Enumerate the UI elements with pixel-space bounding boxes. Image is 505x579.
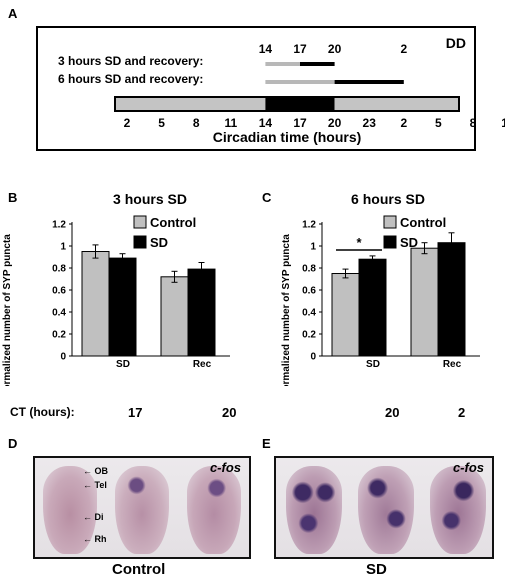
legend-label: SD: [400, 235, 418, 250]
bar-control-rec: [160, 276, 189, 357]
panel-label-b: B: [8, 190, 18, 205]
ct-label: CT (hours):: [10, 405, 75, 419]
stain-label: c-fos: [209, 460, 241, 475]
circadian-bar-outline: [114, 96, 460, 112]
legend-label: Control: [400, 215, 446, 230]
larva-brain: [187, 466, 241, 554]
region-labels: ← OB ← Tel ← Di ← Rh: [83, 464, 108, 546]
region-label-tel: ← Tel: [83, 480, 107, 490]
significance-marker: *: [356, 235, 362, 250]
chart-title: 3 hours SD: [113, 191, 187, 207]
axis-tick-label: 8: [193, 116, 200, 130]
y-tick-label: 0.2: [302, 330, 316, 341]
legend-label: Control: [150, 215, 196, 230]
recovery-period-bar: [334, 80, 404, 84]
larva-brain: [115, 466, 169, 554]
y-axis-label: Normalized number of SYP puncta: [281, 234, 292, 386]
x-category-label: SD: [116, 359, 130, 370]
ct-value: 2: [458, 405, 466, 420]
panel-label-e: E: [262, 436, 271, 451]
legend-swatch: [383, 235, 397, 249]
sd-caption: SD: [366, 561, 387, 578]
larva-brain: [358, 466, 414, 554]
x-category-label: Rec: [193, 359, 212, 370]
larva-brain: [286, 466, 342, 554]
subjective-day-segment: [116, 98, 266, 110]
protocol-tick-label: 17: [293, 42, 307, 56]
y-tick-label: 1: [60, 242, 66, 253]
legend-swatch: [133, 215, 147, 229]
y-tick-label: 0.4: [302, 308, 316, 319]
x-category-label: Rec: [443, 359, 462, 370]
bar-sd-rec: [437, 242, 466, 357]
x-category-label: SD: [366, 359, 380, 370]
legend-swatch: [383, 215, 397, 229]
axis-tick-label: 23: [363, 116, 377, 130]
bar-sd-sd: [108, 257, 137, 357]
y-axis-label: Normalized number of SYP puncta: [2, 234, 13, 386]
bar-sd-sd: [358, 258, 387, 357]
axis-tick-label: 2: [124, 116, 131, 130]
subjective-night-segment: [265, 98, 335, 110]
protocol-row-label: 3 hours SD and recovery:: [58, 54, 203, 68]
axis-tick-label: 11: [224, 116, 237, 130]
larva-brain: [43, 466, 97, 554]
ct-value: 20: [222, 405, 237, 420]
bar-chart-3h-sd: 3 hours SD Normalized number of SYP punc…: [2, 191, 230, 386]
y-tick-label: 0.8: [52, 264, 66, 275]
axis-tick-label: 5: [158, 116, 165, 130]
protocol-tick-label: 14: [259, 42, 273, 56]
protocol-row-label: 6 hours SD and recovery:: [58, 72, 203, 86]
cfos-control-photo: ← OB ← Tel ← Di ← Rh c-fos: [33, 456, 251, 559]
y-tick-label: 0.4: [52, 308, 66, 319]
recovery-period-bar: [300, 62, 335, 66]
axis-tick-label: 8: [470, 116, 477, 130]
stain-label: c-fos: [452, 460, 484, 475]
panel-label-c: C: [262, 190, 272, 205]
protocol-tick-label: 2: [400, 42, 407, 56]
y-tick-label: 0.6: [52, 286, 66, 297]
axis-tick-label: 2: [400, 116, 407, 130]
region-label-rh: ← Rh: [83, 534, 107, 544]
legend-swatch: [133, 235, 147, 249]
larva-brain: [430, 466, 486, 554]
y-tick-label: 0.8: [302, 264, 316, 275]
bar-control-sd: [81, 251, 110, 357]
axis-tick-label: 14: [259, 116, 273, 130]
region-label-ob: ← OB: [83, 466, 109, 476]
axis-tick-label: 20: [328, 116, 342, 130]
sd-period-bar: [265, 80, 335, 84]
control-caption: Control: [112, 561, 166, 578]
bar-control-rec: [410, 247, 439, 357]
axis-tick-label: 11: [501, 116, 505, 130]
condition-label: DD: [446, 35, 466, 51]
bar-chart-6h-sd: 6 hours SD Normalized number of SYP punc…: [281, 191, 480, 386]
region-label-di: ← Di: [83, 512, 104, 522]
y-tick-label: 1.2: [52, 220, 66, 231]
subjective-day-segment: [334, 98, 458, 110]
ct-value: 17: [128, 405, 143, 420]
bar-sd-rec: [187, 268, 216, 357]
y-tick-label: 0.6: [302, 286, 316, 297]
panel-label-a: A: [8, 6, 18, 21]
circadian-axis-title: Circadian time (hours): [213, 129, 362, 145]
bar-control-sd: [331, 273, 360, 357]
y-tick-label: 0.2: [52, 330, 66, 341]
timeline-frame: [36, 26, 476, 151]
sd-period-bar: [265, 62, 300, 66]
axis-tick-label: 17: [293, 116, 307, 130]
ct-value: 20: [385, 405, 400, 420]
cfos-sd-photo: c-fos: [274, 456, 494, 559]
protocol-tick-label: 20: [328, 42, 342, 56]
y-tick-label: 1.2: [302, 220, 316, 231]
sd-protocol-timeline: DD 3 hours SD and recovery: 6 hours SD a…: [36, 26, 505, 151]
axis-tick-label: 5: [435, 116, 442, 130]
panel-label-d: D: [8, 436, 18, 451]
y-tick-label: 0: [310, 352, 316, 363]
chart-title: 6 hours SD: [351, 191, 425, 207]
legend-label: SD: [150, 235, 168, 250]
y-tick-label: 0: [60, 352, 66, 363]
y-tick-label: 1: [310, 242, 316, 253]
